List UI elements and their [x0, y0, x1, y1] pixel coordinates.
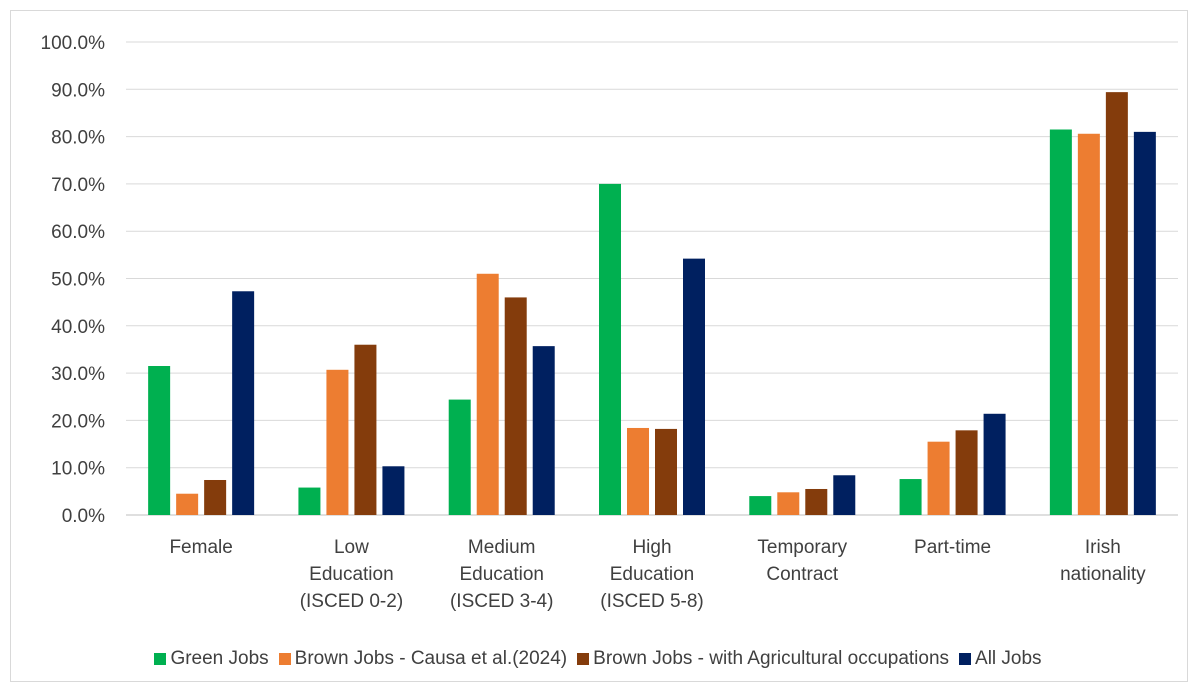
- x-tick-label: Medium: [468, 537, 536, 558]
- bar: [777, 492, 800, 515]
- y-tick-label: 70.0%: [51, 175, 105, 196]
- bar: [532, 346, 555, 515]
- bar: [1133, 131, 1156, 515]
- bar: [833, 475, 856, 515]
- legend-item-brown-jobs-agri: Brown Jobs - with Agricultural occupatio…: [577, 648, 949, 670]
- x-tick-label: nationality: [1060, 564, 1146, 585]
- bar: [176, 493, 199, 515]
- y-tick-label: 90.0%: [51, 80, 105, 101]
- bar: [955, 430, 978, 515]
- legend-label-all-jobs: All Jobs: [975, 648, 1042, 669]
- x-tick-label: Contract: [766, 564, 839, 585]
- bar: [298, 487, 321, 515]
- x-tick-label: Low: [334, 537, 369, 558]
- bar: [204, 479, 227, 515]
- legend-swatch-green-jobs: [154, 653, 167, 665]
- bar: [1049, 129, 1072, 515]
- bar: [354, 344, 377, 515]
- bar: [476, 273, 499, 515]
- y-tick-label: 100.0%: [41, 33, 106, 54]
- bar: [1105, 92, 1128, 515]
- bar: [899, 479, 922, 515]
- legend-swatch-all-jobs: [959, 653, 972, 665]
- bar: [627, 427, 649, 515]
- bar: [448, 399, 471, 515]
- bar: [232, 291, 255, 515]
- x-tick-label: Education: [610, 564, 695, 585]
- legend-item-all-jobs: All Jobs: [959, 648, 1042, 670]
- bar: [148, 366, 171, 515]
- legend: Green Jobs Brown Jobs - Causa et al.(202…: [0, 646, 1200, 672]
- legend-label-brown-jobs-agri: Brown Jobs - with Agricultural occupatio…: [593, 648, 950, 669]
- bar: [983, 413, 1006, 515]
- legend-swatch-brown-jobs-causa: [278, 653, 291, 665]
- bar: [655, 428, 677, 515]
- x-tick-label: Part-time: [914, 537, 991, 558]
- legend-label-brown-jobs-causa: Brown Jobs - Causa et al.(2024): [294, 648, 568, 669]
- y-tick-label: 40.0%: [51, 317, 105, 338]
- y-tick-label: 30.0%: [51, 364, 105, 385]
- y-tick-label: 10.0%: [51, 459, 105, 480]
- x-tick-label: High: [632, 537, 671, 558]
- bar: [599, 183, 621, 515]
- x-tick-label: Education: [459, 564, 544, 585]
- legend-item-green-jobs: Green Jobs: [154, 648, 269, 670]
- y-tick-label: 60.0%: [51, 222, 105, 243]
- x-tick-label: Temporary: [757, 537, 847, 558]
- bar: [504, 297, 527, 515]
- bar: [382, 466, 405, 515]
- chart-frame: [10, 10, 1188, 682]
- bar: [805, 488, 828, 515]
- x-tick-label: Irish: [1085, 537, 1121, 558]
- y-tick-label: 80.0%: [51, 128, 105, 149]
- x-tick-label: Female: [169, 537, 232, 558]
- legend-item-brown-jobs-causa: Brown Jobs - Causa et al.(2024): [278, 648, 568, 670]
- x-tick-label: (ISCED 5-8): [600, 591, 703, 612]
- legend-label-green-jobs: Green Jobs: [170, 648, 269, 669]
- y-tick-label: 0.0%: [62, 506, 105, 527]
- bar: [326, 369, 349, 515]
- bar: [927, 441, 950, 515]
- bar: [749, 496, 772, 515]
- x-tick-label: Education: [309, 564, 394, 585]
- y-tick-label: 20.0%: [51, 411, 105, 432]
- bar: [1077, 133, 1100, 515]
- legend-swatch-brown-jobs-agri: [577, 653, 590, 665]
- x-tick-label: (ISCED 0-2): [300, 591, 403, 612]
- y-tick-label: 50.0%: [51, 270, 105, 291]
- bar: [683, 258, 705, 515]
- x-tick-label: (ISCED 3-4): [450, 591, 553, 612]
